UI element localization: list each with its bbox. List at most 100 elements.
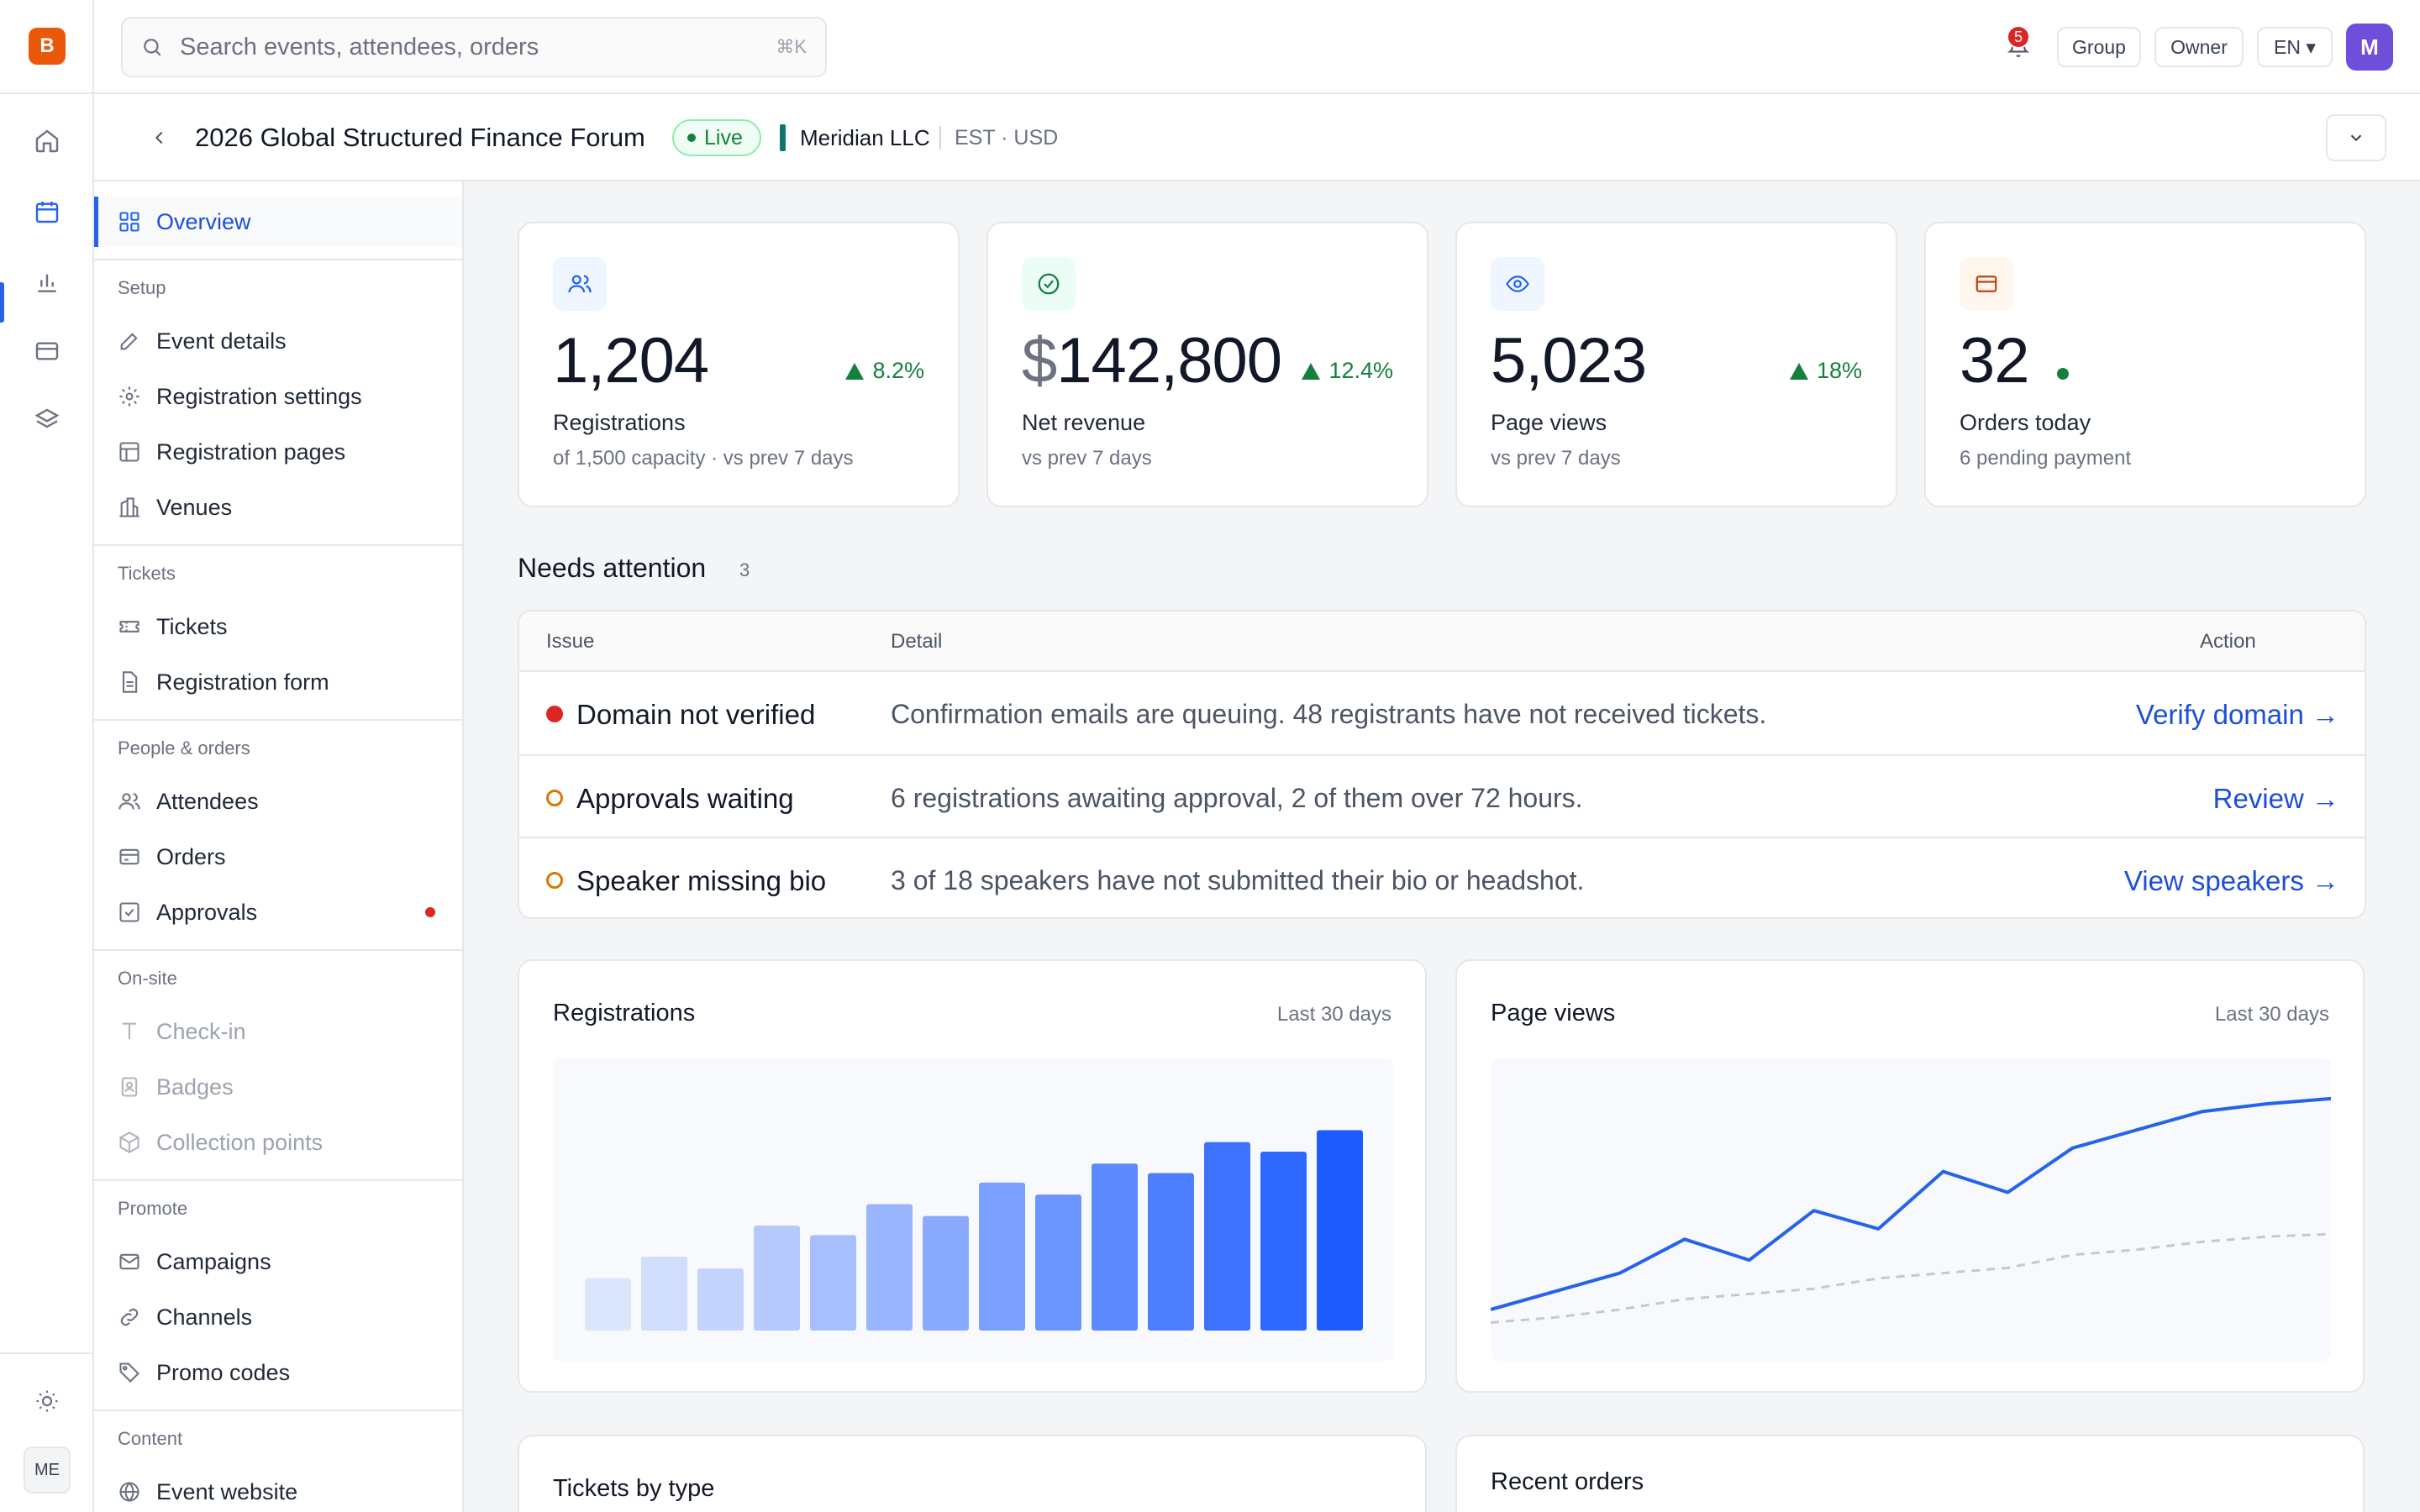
kpi-value: 32 (1960, 324, 2030, 397)
card-title: Recent orders (1491, 1468, 1644, 1495)
sidebar-section-people-orders: People & orders (118, 738, 250, 759)
organization-color-bar (780, 124, 786, 151)
sidebar-item-event-website[interactable]: Event website (94, 1467, 462, 1512)
issue-detail: 3 of 18 speakers have not submitted thei… (891, 865, 1585, 895)
sidebar-item-badges[interactable]: Badges (94, 1062, 462, 1112)
kpi-card-registrations[interactable]: 1,204 8.2% Registrations of 1,500 capaci… (518, 222, 960, 507)
sidebar-item-approvals[interactable]: Approvals (94, 887, 462, 937)
kpi-delta: 12.4% (1302, 358, 1393, 384)
tag-icon (119, 1362, 139, 1383)
sidebar-item-channels[interactable]: Channels (94, 1292, 462, 1342)
registrations-bar-chart (585, 1130, 1363, 1331)
calendar-icon[interactable] (25, 190, 69, 234)
sidebar-item-label: Orders (156, 843, 226, 869)
owner-button[interactable]: Owner (2154, 27, 2244, 67)
kpi-value: 1,204 (553, 324, 709, 397)
sidebar-item-registration-form[interactable]: Registration form (94, 657, 462, 707)
trend-up-icon (1302, 362, 1321, 380)
divider (94, 1410, 462, 1411)
pageviews-chart-card: Page views Last 30 days (1455, 959, 2365, 1393)
chart-plot-area (1490, 1058, 2332, 1361)
tickets-by-type-card: Tickets by type (518, 1435, 1427, 1512)
credit-card-icon[interactable] (25, 329, 69, 373)
app-logo[interactable]: B (29, 28, 66, 65)
sidebar-section-tickets: Tickets (118, 563, 176, 584)
divider (94, 544, 462, 546)
view-speakers-link[interactable]: View speakers → (2123, 865, 2339, 896)
trend-up-icon (1789, 362, 1808, 380)
kpi-subtext: 6 pending payment (1960, 447, 2132, 470)
chart-bar (810, 1235, 856, 1331)
chart-bar (585, 1278, 631, 1331)
bar-chart-icon[interactable] (25, 260, 69, 304)
kpi-card-orders-today[interactable]: 32 Orders today 6 pending payment (1924, 222, 2366, 507)
verify-domain-link[interactable]: Verify domain → (2135, 699, 2339, 730)
kpi-card-net-revenue[interactable]: $142,800 12.4% Net revenue vs prev 7 day… (986, 222, 1428, 507)
divider (94, 719, 462, 721)
issue-title: Domain not verified (576, 699, 816, 730)
event-sidebar: Overview Setup Event details Registratio… (94, 181, 464, 1512)
event-menu-button[interactable] (2326, 114, 2386, 161)
sidebar-item-event-details[interactable]: Event details (94, 316, 462, 366)
users-icon (118, 793, 140, 810)
kpi-subtext: vs prev 7 days (1491, 447, 1621, 470)
sidebar-item-promo-codes[interactable]: Promo codes (94, 1347, 462, 1398)
search-shortcut: ⌘K (776, 36, 807, 57)
chart-bar (641, 1256, 687, 1331)
chart-range: Last 30 days (2214, 1003, 2329, 1026)
group-button[interactable]: Group (2057, 27, 2141, 67)
layers-icon[interactable] (25, 398, 69, 442)
kpi-value: $142,800 (1022, 324, 1282, 397)
sidebar-item-orders[interactable]: Orders (94, 832, 462, 882)
kpi-delta-value: 18% (1816, 358, 1862, 383)
issue-title: Approvals waiting (576, 783, 794, 814)
sun-icon[interactable] (25, 1379, 69, 1423)
chart-bar (1260, 1152, 1307, 1331)
search-box[interactable]: ⌘K (121, 17, 827, 77)
search-input[interactable] (180, 33, 776, 61)
column-header: Issue (546, 630, 595, 653)
user-menu-button[interactable]: ME (24, 1446, 71, 1494)
recent-orders-card: Recent orders (1455, 1435, 2365, 1512)
sidebar-item-registration-settings[interactable]: Registration settings (94, 371, 462, 422)
layout-icon (119, 442, 139, 462)
chevron-down-icon (2350, 134, 2362, 142)
sidebar-item-collection-points[interactable]: Collection points (94, 1117, 462, 1168)
chart-bar (1092, 1163, 1138, 1331)
chart-title: Registrations (553, 1000, 696, 1026)
card-title: Tickets by type (553, 1475, 715, 1502)
sidebar-item-venues[interactable]: Venues (94, 482, 462, 533)
sidebar-item-overview[interactable]: Overview (94, 197, 462, 247)
divider (94, 1179, 462, 1181)
text-cursor-icon (122, 1022, 137, 1040)
approvals-alert-dot (425, 907, 435, 917)
sidebar-item-label: Channels (156, 1304, 253, 1330)
user-avatar[interactable]: M (2346, 24, 2393, 71)
sidebar-item-label: Campaigns (156, 1248, 271, 1274)
currency-symbol: $ (1022, 325, 1057, 396)
pencil-icon (120, 333, 138, 350)
sidebar-item-campaigns[interactable]: Campaigns (94, 1236, 462, 1287)
kpi-card-page-views[interactable]: 5,023 18% Page views vs prev 7 days (1455, 222, 1897, 507)
kpi-delta: 18% (1789, 358, 1862, 384)
document-icon (122, 671, 138, 693)
live-dot (687, 134, 696, 142)
credit-card-icon (119, 848, 139, 865)
sidebar-item-label: Collection points (156, 1129, 324, 1155)
sidebar-item-attendees[interactable]: Attendees (94, 776, 462, 827)
sidebar-item-check-in[interactable]: Check-in (94, 1006, 462, 1057)
comparison-series-line (1490, 1232, 2332, 1324)
review-link[interactable]: Review → (2212, 783, 2339, 814)
back-button[interactable] (141, 119, 178, 156)
chart-title: Page views (1491, 1000, 1616, 1026)
divider (92, 0, 94, 94)
kpi-number: 5,023 (1491, 325, 1647, 396)
sidebar-item-tickets[interactable]: Tickets (94, 601, 462, 652)
language-select[interactable]: EN ▾ (2257, 27, 2333, 67)
sidebar-item-label: Registration settings (156, 383, 362, 409)
gear-icon (119, 386, 139, 407)
home-icon[interactable] (25, 119, 69, 163)
sidebar-item-registration-pages[interactable]: Registration pages (94, 427, 462, 477)
sidebar-item-label: Overview (156, 208, 251, 234)
kpi-delta-value: 12.4% (1328, 358, 1393, 383)
